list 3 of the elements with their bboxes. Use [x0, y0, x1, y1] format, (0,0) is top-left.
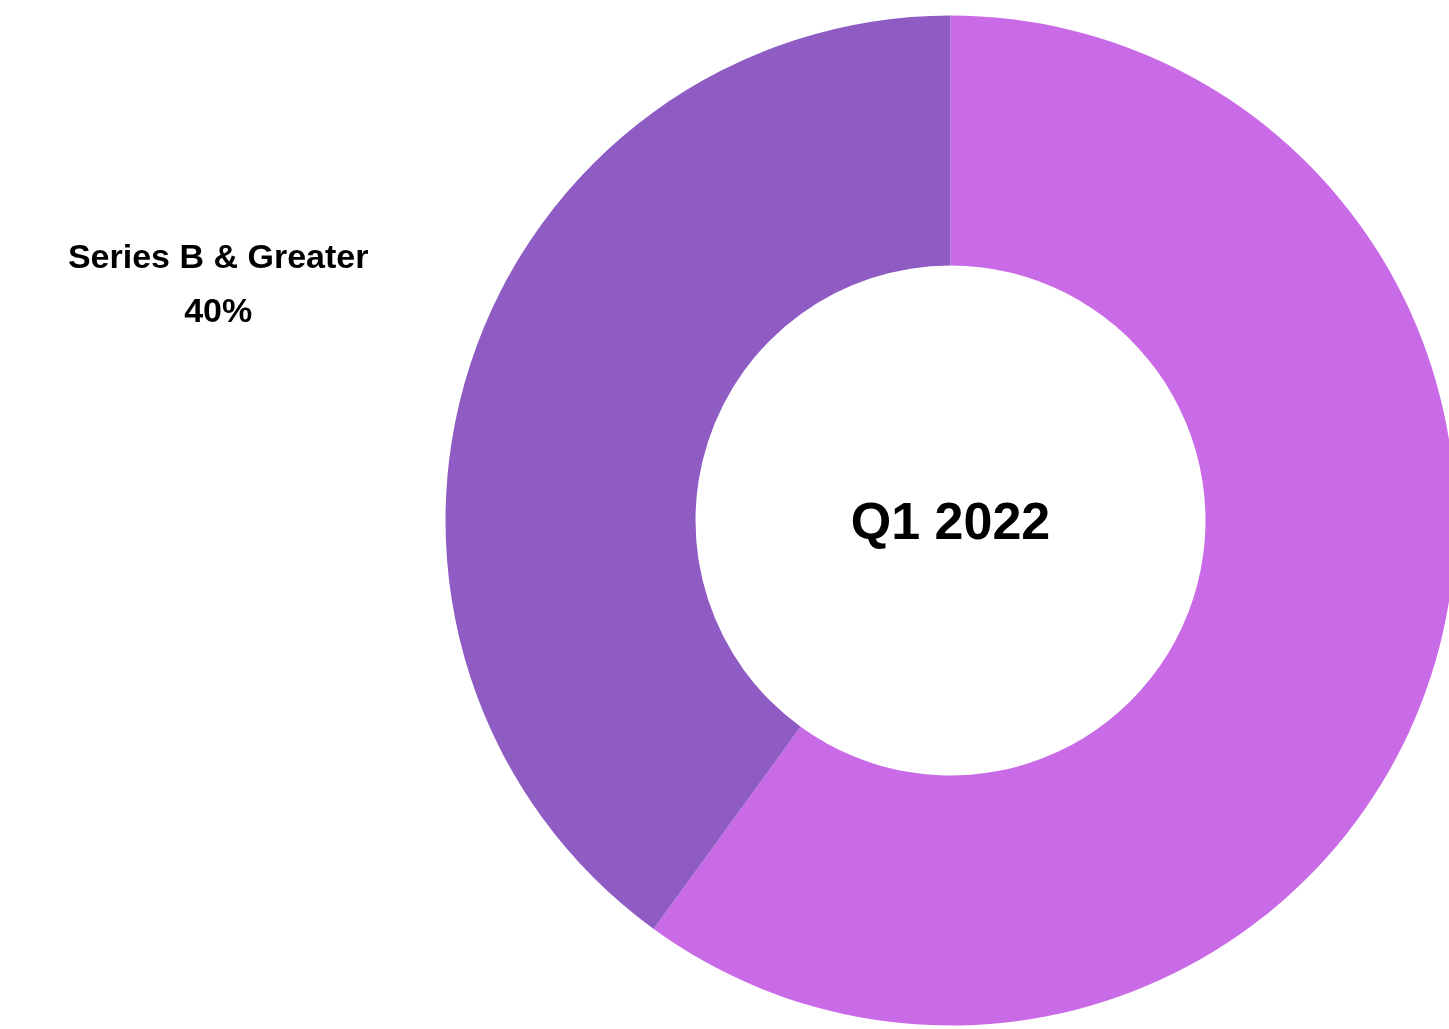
data-label: 40% [184, 290, 253, 329]
slice-label: Series B & Greater [67, 236, 369, 275]
text: Q1 2022 [850, 491, 1051, 550]
